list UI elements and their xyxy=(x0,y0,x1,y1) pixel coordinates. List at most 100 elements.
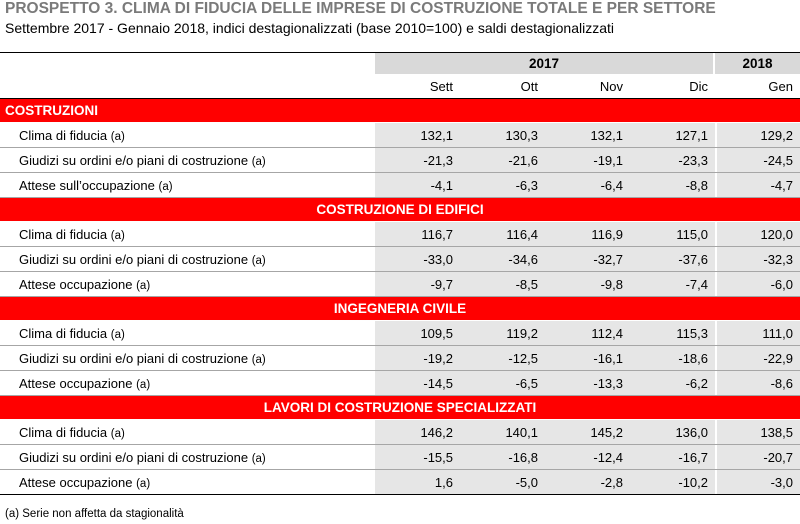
value-cell: 1,6 xyxy=(375,470,460,494)
row-label-text: Clima di fiducia xyxy=(19,227,108,242)
row-label-text: Giudizi su ordini e/o piani di costruzio… xyxy=(19,450,249,465)
table-row: Giudizi su ordini e/o piani di costruzio… xyxy=(0,346,800,371)
row-label-text: Attese sull’occupazione xyxy=(19,178,155,193)
value-cell: -12,5 xyxy=(460,346,545,370)
value-cell: -21,3 xyxy=(375,148,460,172)
value-cell: 132,1 xyxy=(375,123,460,147)
value-cell: -20,7 xyxy=(717,445,800,469)
header-blank xyxy=(0,53,375,74)
row-label-text: Attese occupazione xyxy=(19,475,133,490)
row-label-text: Attese occupazione xyxy=(19,277,133,292)
table-row: Attese occupazione (a) -14,5 -6,5 -13,3 -6,2… xyxy=(0,371,800,396)
row-label: Clima di fiducia (a) xyxy=(0,222,375,246)
value-cell: 146,2 xyxy=(375,420,460,444)
month-header: Nov xyxy=(599,79,623,94)
value-cell: -9,7 xyxy=(375,272,460,296)
table-body: COSTRUZIONI Clima di fiducia (a) 132,1 130,… xyxy=(0,99,800,495)
value-cell: -16,8 xyxy=(460,445,545,469)
value-cell: -6,2 xyxy=(630,371,715,395)
table-row: Giudizi su ordini e/o piani di costruzio… xyxy=(0,247,800,272)
month-header: Gen xyxy=(768,79,793,94)
value-cell: -13,3 xyxy=(545,371,630,395)
value-cell: -16,1 xyxy=(545,346,630,370)
header-label-blank xyxy=(0,74,375,98)
value-cell: -23,3 xyxy=(630,148,715,172)
value-cell: -16,7 xyxy=(630,445,715,469)
value-cell: -4,7 xyxy=(717,173,800,197)
section-title: LAVORI DI COSTRUZIONE SPECIALIZZATI xyxy=(263,400,537,415)
value-cell: -8,6 xyxy=(717,371,800,395)
section-title: COSTRUZIONE DI EDIFICI xyxy=(316,202,484,217)
value-cell: -6,4 xyxy=(545,173,630,197)
value-cell: -12,4 xyxy=(545,445,630,469)
row-label: Attese occupazione (a) xyxy=(0,371,375,395)
value-cell: 130,3 xyxy=(460,123,545,147)
section-title: COSTRUZIONI xyxy=(5,103,98,118)
value-cell: 115,0 xyxy=(630,222,715,246)
value-cell: 116,9 xyxy=(545,222,630,246)
row-label: Clima di fiducia (a) xyxy=(0,321,375,345)
row-label: Attese occupazione (a) xyxy=(0,272,375,296)
value-cell: -33,0 xyxy=(375,247,460,271)
value-cell: -8,5 xyxy=(460,272,545,296)
row-label-suffix: (a) xyxy=(158,181,173,193)
value-cell: -5,0 xyxy=(460,470,545,494)
row-label-suffix: (a) xyxy=(251,354,266,366)
section-header: COSTRUZIONI xyxy=(0,99,800,123)
row-label-suffix: (a) xyxy=(251,453,266,465)
value-cell: -37,6 xyxy=(630,247,715,271)
value-cell: -10,2 xyxy=(630,470,715,494)
section-title: INGEGNERIA CIVILE xyxy=(333,301,467,316)
month-header: Ott xyxy=(520,79,538,94)
value-cell: -6,3 xyxy=(460,173,545,197)
value-cell: 120,0 xyxy=(717,222,800,246)
section-header: LAVORI DI COSTRUZIONE SPECIALIZZATI xyxy=(0,396,800,420)
row-label: Attese sull’occupazione (a) xyxy=(0,173,375,197)
row-label-suffix: (a) xyxy=(110,230,125,242)
data-table: 2017 2018 Sett Ott Nov Dic Gen COSTRUZIO… xyxy=(0,52,800,495)
row-label: Giudizi su ordini e/o piani di costruzio… xyxy=(0,148,375,172)
value-cell: 145,2 xyxy=(545,420,630,444)
table-row: Giudizi su ordini e/o piani di costruzio… xyxy=(0,148,800,173)
table-row: Clima di fiducia (a) 132,1 130,3 132,1 127,1… xyxy=(0,123,800,148)
value-cell: 111,0 xyxy=(717,321,800,345)
value-cell: -19,2 xyxy=(375,346,460,370)
table-row: Attese occupazione (a) -9,7 -8,5 -9,8 -7,4 -6… xyxy=(0,272,800,297)
table-row: Attese occupazione (a) 1,6 -5,0 -2,8 -10,2 -3… xyxy=(0,470,800,495)
row-label-text: Giudizi su ordini e/o piani di costruzio… xyxy=(19,351,249,366)
row-label: Giudizi su ordini e/o piani di costruzio… xyxy=(0,445,375,469)
value-cell: 116,4 xyxy=(460,222,545,246)
value-cell: -4,1 xyxy=(375,173,460,197)
value-cell: -32,7 xyxy=(545,247,630,271)
table-row: Clima di fiducia (a) 109,5 119,2 112,4 115,3… xyxy=(0,321,800,346)
row-label-text: Giudizi su ordini e/o piani di costruzio… xyxy=(19,252,249,267)
value-cell: -2,8 xyxy=(545,470,630,494)
page-title: PROSPETTO 3. CLIMA DI FIDUCIA DELLE IMPR… xyxy=(5,0,716,17)
value-cell: 132,1 xyxy=(545,123,630,147)
row-label-text: Clima di fiducia xyxy=(19,425,108,440)
value-cell: -21,6 xyxy=(460,148,545,172)
footnote: (a) Serie non affetta da stagionalità xyxy=(5,508,184,520)
row-label-text: Giudizi su ordini e/o piani di costruzio… xyxy=(19,153,249,168)
page-subtitle: Settembre 2017 - Gennaio 2018, indici de… xyxy=(5,20,615,36)
table-row: Clima di fiducia (a) 146,2 140,1 145,2 136,0… xyxy=(0,420,800,445)
value-cell: 115,3 xyxy=(630,321,715,345)
value-cell: -24,5 xyxy=(717,148,800,172)
row-label-suffix: (a) xyxy=(251,255,266,267)
value-cell: 109,5 xyxy=(375,321,460,345)
table-row: Clima di fiducia (a) 116,7 116,4 116,9 115,0… xyxy=(0,222,800,247)
value-cell: -14,5 xyxy=(375,371,460,395)
section-header: COSTRUZIONE DI EDIFICI xyxy=(0,198,800,222)
row-label-suffix: (a) xyxy=(136,379,151,391)
row-label-suffix: (a) xyxy=(110,428,125,440)
row-label-text: Clima di fiducia xyxy=(19,326,108,341)
value-cell: -32,3 xyxy=(717,247,800,271)
value-cell: 116,7 xyxy=(375,222,460,246)
value-cell: -7,4 xyxy=(630,272,715,296)
value-cell: -8,8 xyxy=(630,173,715,197)
table-row: Giudizi su ordini e/o piani di costruzio… xyxy=(0,445,800,470)
value-cell: 129,2 xyxy=(717,123,800,147)
row-label-suffix: (a) xyxy=(251,156,266,168)
value-cell: -6,0 xyxy=(717,272,800,296)
month-header: Sett xyxy=(429,79,453,94)
